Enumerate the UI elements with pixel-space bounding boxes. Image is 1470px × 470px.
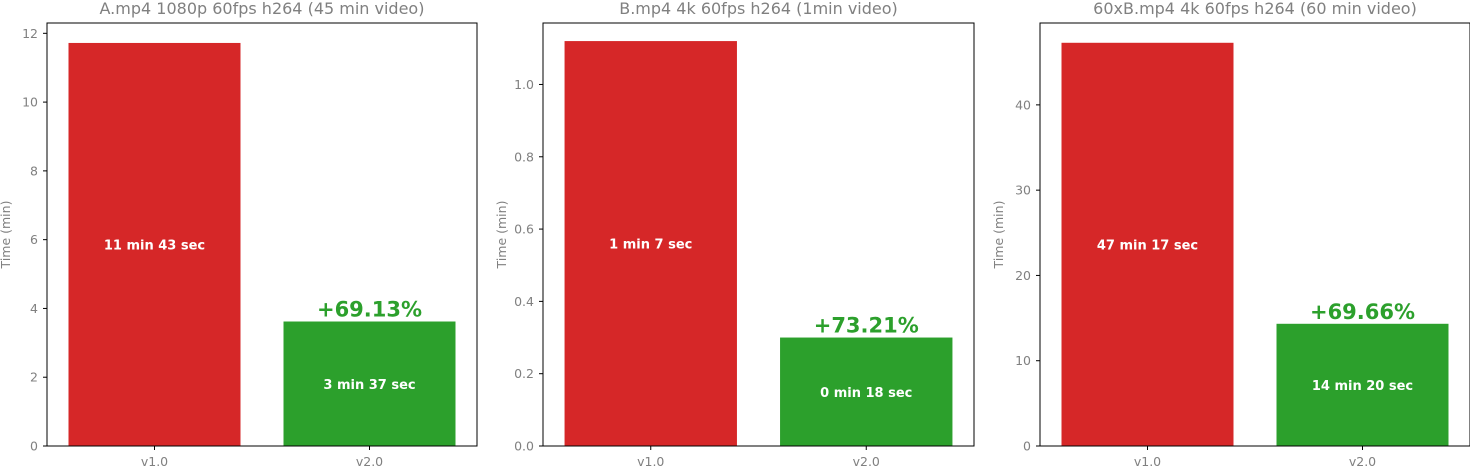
y-axis-label: Time (min) bbox=[494, 201, 509, 270]
y-tick-label: 0 bbox=[1023, 439, 1031, 454]
x-tick-label: v2.0 bbox=[853, 454, 880, 469]
improvement-label: +73.21% bbox=[814, 314, 919, 338]
bar-value-label: 47 min 17 sec bbox=[1097, 238, 1198, 253]
bar-v1.0 bbox=[1061, 42, 1234, 446]
y-tick-label: 4 bbox=[30, 301, 38, 316]
chart-panel-2: B.mp4 4k 60fps h264 (1min video) 1 min 7 … bbox=[494, 0, 975, 469]
y-tick-label: 2 bbox=[30, 370, 38, 385]
bar-value-label: 11 min 43 sec bbox=[104, 238, 205, 253]
plot-frame bbox=[46, 22, 478, 447]
y-tick-label: 20 bbox=[1015, 268, 1031, 283]
bar-v1.0 bbox=[68, 42, 241, 446]
y-tick-label: 40 bbox=[1015, 97, 1031, 112]
y-tick-label: 30 bbox=[1015, 183, 1031, 198]
y-axis-label: Time (min) bbox=[0, 201, 13, 270]
bar-v2.0 bbox=[1276, 323, 1449, 446]
y-tick-label: 1.0 bbox=[514, 77, 534, 92]
y-tick-label: 0.0 bbox=[514, 439, 534, 454]
y-tick-label: 0 bbox=[30, 439, 38, 454]
y-tick-label: 10 bbox=[1015, 353, 1031, 368]
bar-value-label: 1 min 7 sec bbox=[609, 238, 692, 253]
bar-value-label: 3 min 37 sec bbox=[323, 378, 415, 393]
plot-frame bbox=[542, 22, 975, 447]
chart-panel-1: A.mp4 1080p 60fps h264 (45 min video) 11 … bbox=[0, 0, 478, 469]
y-axis-label: Time (min) bbox=[991, 201, 1006, 270]
y-tick-label: 6 bbox=[30, 232, 38, 247]
improvement-label: +69.66% bbox=[1310, 300, 1415, 324]
y-tick-label: 0.8 bbox=[514, 149, 534, 164]
x-tick-label: v1.0 bbox=[637, 454, 664, 469]
y-tick-label: 8 bbox=[30, 163, 38, 178]
y-tick-label: 0.2 bbox=[514, 366, 534, 381]
chart-title: A.mp4 1080p 60fps h264 (45 min video) bbox=[100, 0, 425, 18]
bar-v1.0 bbox=[564, 41, 737, 446]
x-tick-label: v2.0 bbox=[356, 454, 383, 469]
chart-title: 60xB.mp4 4k 60fps h264 (60 min video) bbox=[1093, 0, 1417, 18]
x-tick-label: v2.0 bbox=[1349, 454, 1376, 469]
y-tick-label: 12 bbox=[22, 26, 38, 41]
y-tick-label: 10 bbox=[22, 95, 38, 110]
bar-value-label: 14 min 20 sec bbox=[1312, 379, 1413, 394]
y-tick-label: 0.4 bbox=[514, 294, 534, 309]
bar-value-label: 0 min 18 sec bbox=[820, 386, 912, 401]
improvement-label: +69.13% bbox=[317, 298, 422, 322]
bar-v2.0 bbox=[780, 337, 953, 446]
chart-panel-3: 60xB.mp4 4k 60fps h264 (60 min video) 47 … bbox=[991, 0, 1470, 469]
x-tick-label: v1.0 bbox=[141, 454, 168, 469]
y-tick-label: 0.6 bbox=[514, 222, 534, 237]
bar-v2.0 bbox=[283, 321, 456, 446]
x-tick-label: v1.0 bbox=[1134, 454, 1161, 469]
plot-frame bbox=[1039, 22, 1470, 447]
chart-title: B.mp4 4k 60fps h264 (1min video) bbox=[619, 0, 898, 18]
